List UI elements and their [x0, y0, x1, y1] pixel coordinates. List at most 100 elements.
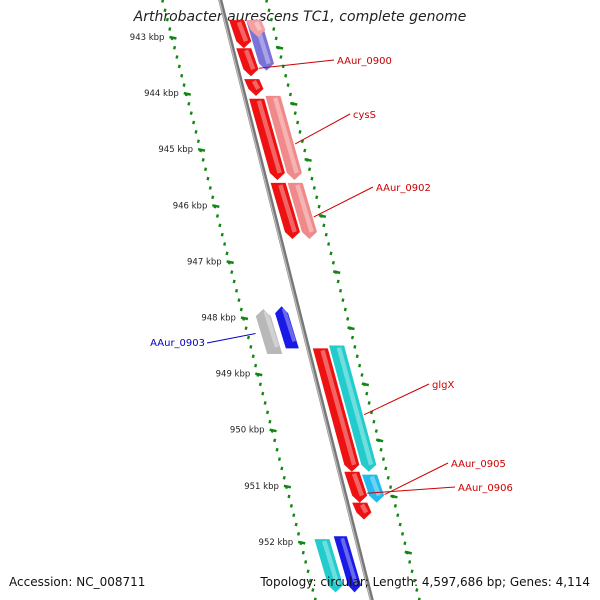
gene-highlight-g_red_0900b	[251, 79, 261, 90]
ruler-dot-left	[177, 64, 181, 69]
ruler-dot-right	[307, 167, 312, 172]
ruler-tick-left	[297, 540, 306, 545]
ruler-dot-right	[398, 522, 402, 527]
label-leader-line	[294, 113, 351, 145]
ruler-dot-right	[265, 0, 269, 3]
ruler-tick-right	[347, 326, 355, 331]
ruler-dot-left	[215, 214, 220, 218]
gene-feature-g_cysS_red[interactable]	[249, 98, 285, 181]
ruler-dot-right	[355, 354, 359, 359]
ruler-dot-left	[187, 101, 191, 106]
gene-feature-g_0906_red[interactable]	[344, 471, 368, 503]
ruler-dot-right	[415, 588, 419, 592]
ruler-tick-left	[169, 35, 177, 40]
label-leader-line	[313, 186, 374, 218]
gene-feature-g_purple_top[interactable]	[246, 20, 275, 71]
gene-highlight-g_bot_cyan	[322, 540, 340, 587]
ruler-dot-right	[324, 232, 328, 237]
ruler-dot-left	[168, 27, 172, 31]
gene-label[interactable]: AAur_0902	[376, 183, 431, 194]
ruler-dot-left	[225, 251, 229, 256]
ruler-dot-right	[274, 36, 278, 41]
ruler-dot-right	[312, 186, 316, 190]
label-leader-line	[363, 383, 430, 416]
ruler-tick-right	[332, 270, 341, 275]
ruler-dot-left	[289, 504, 293, 508]
ruler-dot-left	[311, 588, 315, 592]
ruler-tick-left	[197, 147, 206, 152]
ruler-dot-right	[393, 504, 397, 508]
gene-feature-g_red_0900[interactable]	[236, 48, 259, 77]
ruler-dot-right	[327, 242, 331, 246]
gene-highlight-g_red_0900	[243, 49, 256, 71]
gene-label[interactable]: glgX	[432, 380, 454, 391]
gene-label[interactable]: AAur_0906	[458, 483, 513, 494]
labels-layer: AAur_0900 cysS AAur_0902 AAur_0903 glgX AAur_…	[150, 56, 513, 496]
gene-feature-g_bot_cyan[interactable]	[314, 539, 344, 593]
ruler-dot-right	[341, 298, 345, 302]
ruler-dot-right	[284, 73, 288, 78]
gene-highlight-g_0902_pink	[295, 184, 314, 233]
ruler-dot-left	[268, 419, 272, 424]
ruler-dot-right	[408, 560, 412, 564]
ruler-dot-left	[313, 597, 317, 600]
gene-label[interactable]: cysS	[353, 110, 376, 121]
gene-label[interactable]: AAur_0905	[451, 459, 506, 470]
ruler-tick-left	[269, 428, 277, 433]
ruler-dot-right	[269, 17, 273, 22]
ruler-dot-left	[277, 457, 282, 461]
ruler-dot-left	[194, 130, 198, 134]
gene-feature-g_0905_cyan[interactable]	[362, 474, 385, 503]
ruler-dot-right	[322, 223, 326, 228]
ruler-dot-right	[329, 251, 333, 256]
accession-text: Accession: NC_008711	[9, 575, 146, 589]
ruler-dot-right	[374, 429, 378, 433]
ruler-dot-left	[234, 288, 239, 293]
ruler-dot-right	[317, 204, 321, 209]
ruler-dot-left	[161, 0, 165, 3]
ruler-dot-right	[384, 466, 388, 471]
ruler-dot-left	[208, 186, 212, 190]
gene-feature-g_red_0900b[interactable]	[244, 79, 264, 96]
ruler-dot-left	[301, 550, 305, 555]
ruler-tick-right	[361, 382, 370, 387]
gene-highlight-g_bot_blue	[340, 537, 359, 586]
gene-feature-g_bot_blue[interactable]	[333, 536, 362, 593]
gene-feature-g_0906b_red[interactable]	[352, 502, 372, 520]
ruler-dot-left	[165, 17, 169, 22]
ruler-dot-right	[288, 92, 293, 97]
gene-feature-g_red_0899a[interactable]	[229, 20, 252, 49]
ruler-dot-right	[310, 176, 314, 181]
gene-label[interactable]: AAur_0903	[150, 338, 205, 349]
ruler-dot-left	[211, 195, 215, 200]
gene-feature-g_glgX_cyan[interactable]	[329, 345, 377, 472]
ruler-tick-left	[255, 372, 263, 377]
ruler-dot-left	[230, 270, 234, 274]
gene-label[interactable]: AAur_0900	[337, 56, 392, 67]
ruler-tick-label: 944 kbp	[144, 89, 179, 99]
ruler-tick-label: 946 kbp	[173, 201, 208, 211]
gene-feature-g_0903_grey[interactable]	[255, 309, 283, 354]
ruler-dot-left	[261, 391, 265, 396]
ruler-tick-left	[226, 260, 234, 265]
gene-feature-g_0902_red[interactable]	[270, 182, 300, 239]
gene-highlight-g_red_0899a	[236, 21, 249, 43]
ruler-dot-left	[196, 139, 200, 144]
gene-highlight-g_0903_blue	[281, 307, 297, 342]
ruler-dot-left	[251, 354, 255, 359]
ruler-dot-left	[308, 578, 313, 583]
label-leader-line	[367, 486, 456, 494]
ruler-tick-label: 951 kbp	[244, 482, 279, 492]
gene-feature-g_pink_top[interactable]	[246, 20, 266, 37]
gene-highlight-g_pink_top	[253, 21, 263, 32]
gene-feature-g_cysS_pink[interactable]	[265, 95, 302, 181]
ruler-dot-left	[220, 232, 224, 237]
ruler-tick-right	[275, 45, 284, 50]
ruler-dot-left	[287, 494, 291, 499]
ruler-dot-right	[389, 485, 393, 489]
gene-feature-g_0903_blue[interactable]	[275, 306, 299, 349]
gene-feature-g_glgX_red[interactable]	[312, 348, 360, 472]
ruler-dot-left	[218, 223, 222, 228]
gene-feature-g_0902_pink[interactable]	[287, 182, 317, 239]
